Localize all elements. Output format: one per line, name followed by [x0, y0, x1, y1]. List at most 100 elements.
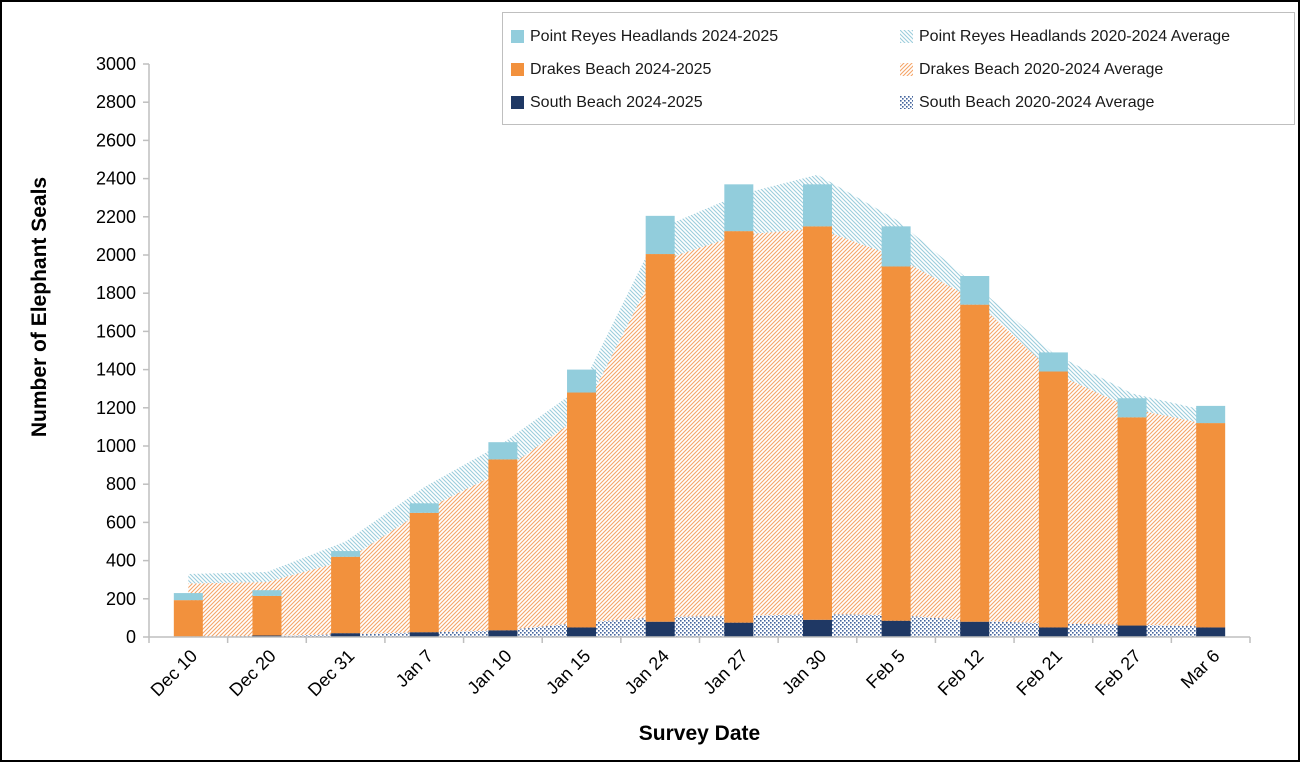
y-tick-label: 1000	[96, 436, 136, 456]
bar-segment	[252, 635, 282, 637]
bar-segment	[802, 226, 832, 620]
x-tick-label: Jan 15	[542, 646, 594, 698]
legend-label: South Beach 2020-2024 Average	[919, 93, 1155, 111]
y-tick-labels: 0 200 400 600 800 1000 1200 1400 1600 1800 2000 220…	[96, 54, 136, 647]
y-tick-label: 1400	[96, 360, 136, 380]
bar-segment	[331, 633, 361, 637]
y-tick-label: 800	[106, 474, 136, 494]
drakes-2024-swatch-icon	[511, 63, 524, 76]
x-tick-label: Jan 30	[778, 646, 830, 698]
chart-legend: Point Reyes Headlands 2024-2025 Point Re…	[502, 12, 1295, 125]
bar-segment	[960, 304, 990, 622]
y-tick-label: 3000	[96, 54, 136, 74]
prh-average-swatch-icon	[900, 30, 913, 43]
bar-segment	[567, 392, 597, 628]
bar-segment	[567, 369, 597, 393]
bar-segment	[802, 184, 832, 227]
legend-item-prh-average: Point Reyes Headlands 2020-2024 Average	[900, 28, 1294, 46]
x-tick-label: Mar 6	[1177, 646, 1224, 693]
bar-segment	[488, 442, 518, 460]
prh-2024-swatch-icon	[511, 30, 524, 43]
bar-segment	[724, 231, 754, 623]
x-tick-label: Jan 24	[621, 646, 673, 698]
axes	[143, 63, 1251, 643]
bar-segment	[1196, 405, 1226, 424]
y-tick-label: 200	[106, 589, 136, 609]
x-tick-label: Feb 12	[934, 646, 988, 700]
average-area	[188, 614, 1211, 637]
bar-segment	[881, 226, 911, 267]
y-tick-label: 2800	[96, 92, 136, 112]
bar-group	[173, 184, 1226, 637]
south-average-swatch-icon	[900, 96, 913, 109]
bar-segment	[173, 600, 203, 637]
x-tick-label: Feb 27	[1091, 646, 1145, 700]
south-2024-swatch-icon	[511, 96, 524, 109]
x-tick-label: Dec 20	[225, 646, 279, 700]
bar-segment	[409, 503, 439, 513]
bar-segment	[1196, 627, 1226, 637]
bar-segment	[409, 512, 439, 633]
bar-segment	[724, 622, 754, 637]
bar-segment	[252, 590, 282, 596]
legend-item-south-2024: South Beach 2024-2025	[511, 94, 900, 112]
legend-label: Point Reyes Headlands 2020-2024 Average	[919, 27, 1231, 45]
y-tick-label: 2200	[96, 207, 136, 227]
bar-segment	[331, 551, 361, 557]
y-tick-label: 2000	[96, 245, 136, 265]
legend-item-drakes-2024: Drakes Beach 2024-2025	[511, 61, 900, 79]
bar-segment	[645, 215, 675, 255]
y-tick-label: 1200	[96, 398, 136, 418]
average-area-group	[188, 174, 1211, 637]
x-axis-title: Survey Date	[638, 722, 761, 745]
y-tick-label: 1800	[96, 283, 136, 303]
average-area	[188, 228, 1211, 637]
bar-segment	[1038, 352, 1068, 372]
bar-segment	[724, 184, 754, 232]
bar-segment	[881, 620, 911, 637]
legend-label: Drakes Beach 2024-2025	[530, 60, 712, 78]
x-tick-label: Jan 10	[463, 646, 515, 698]
legend-label: Point Reyes Headlands 2024-2025	[530, 27, 779, 45]
bar-segment	[567, 627, 597, 637]
y-axis-title: Number of Elephant Seals	[28, 176, 51, 438]
bar-segment	[173, 593, 203, 601]
bar-segment	[802, 619, 832, 637]
bar-segment	[488, 630, 518, 637]
bar-segment	[488, 459, 518, 631]
legend-item-drakes-average: Drakes Beach 2020-2024 Average	[900, 61, 1294, 79]
bar-segment	[645, 254, 675, 622]
bar-segment	[252, 595, 282, 636]
legend-item-south-average: South Beach 2020-2024 Average	[900, 94, 1294, 112]
bar-segment	[960, 276, 990, 305]
y-tick-label: 1600	[96, 321, 136, 341]
x-tick-labels: Dec 10 Dec 20 Dec 31 Jan 7 Jan 10 Jan 15 Jan 2…	[147, 646, 1224, 700]
y-tick-label: 0	[126, 627, 136, 647]
bar-segment	[960, 621, 990, 637]
y-tick-label: 600	[106, 512, 136, 532]
y-tick-label: 400	[106, 551, 136, 571]
bar-segment	[881, 266, 911, 621]
bar-segment	[1117, 398, 1147, 418]
legend-item-prh-2024: Point Reyes Headlands 2024-2025	[511, 28, 900, 46]
bar-segment	[1196, 423, 1226, 628]
bar-segment	[1038, 371, 1068, 628]
bar-segment	[1117, 625, 1147, 637]
y-tick-label: 2600	[96, 130, 136, 150]
x-tick-label: Feb 5	[862, 646, 909, 693]
drakes-average-swatch-icon	[900, 63, 913, 76]
y-tick-label: 2400	[96, 169, 136, 189]
x-tick-label: Jan 7	[392, 646, 437, 691]
x-tick-label: Dec 31	[304, 646, 358, 700]
bar-segment	[645, 621, 675, 637]
bar-segment	[1038, 627, 1068, 637]
bar-segment	[1117, 417, 1147, 626]
average-area	[188, 174, 1211, 584]
bar-segment	[409, 632, 439, 637]
x-tick-label: Jan 27	[699, 646, 751, 698]
x-tick-label: Feb 21	[1012, 646, 1066, 700]
x-tick-label: Dec 10	[147, 646, 201, 700]
legend-label: Drakes Beach 2020-2024 Average	[919, 60, 1164, 78]
